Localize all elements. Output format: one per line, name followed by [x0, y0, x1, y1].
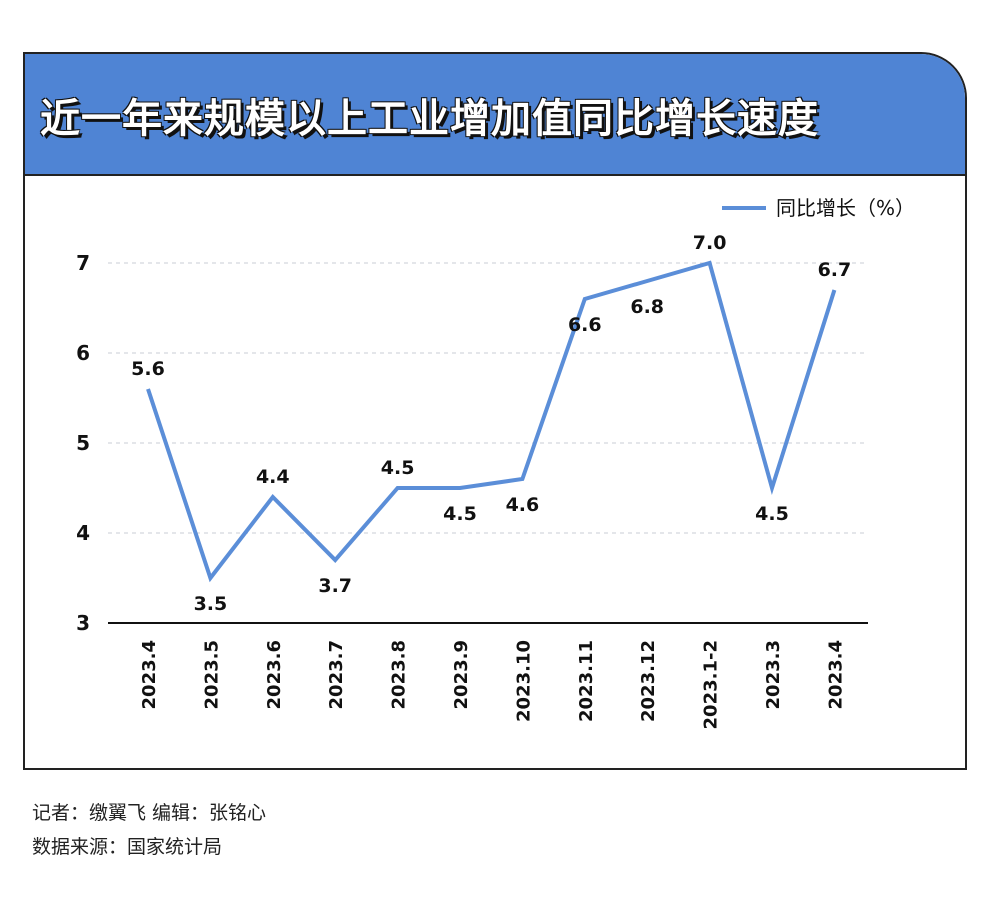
y-tick-label: 6	[76, 341, 90, 365]
data-label: 4.5	[381, 457, 415, 479]
x-tick-label: 2023.8	[389, 640, 410, 709]
y-tick-label: 5	[76, 431, 90, 455]
data-label: 4.4	[256, 466, 290, 488]
data-label: 4.5	[755, 503, 789, 525]
data-label: 5.6	[131, 358, 165, 380]
series-line	[146, 260, 837, 583]
data-label: 6.6	[568, 314, 602, 336]
y-tick-label: 7	[76, 251, 90, 275]
x-tick-label: 2023.4	[139, 640, 160, 709]
chart-frame: 近一年来规模以上工业增加值同比增长速度	[23, 52, 967, 770]
data-label: 4.5	[443, 503, 477, 525]
x-tick-label: 2023.10	[513, 640, 534, 722]
x-tick-label: 2023.11	[576, 640, 597, 722]
legend: 同比增长（%）	[722, 196, 915, 220]
chart-title: 近一年来规模以上工业增加值同比增长速度	[40, 96, 819, 142]
x-tick-label: 2023.4	[825, 640, 846, 709]
x-tick-label: 2023.3	[763, 640, 784, 709]
x-tick-label: 2023.9	[451, 640, 472, 709]
data-label: 3.5	[194, 593, 228, 615]
x-tick-label: 2023.1-2	[701, 640, 722, 729]
x-tick-label: 2023.5	[201, 640, 222, 709]
data-labels: 5.6 3.5 4.4 3.7 4.5 4.5 4.6 6.6 6.8 7.0 4.5 6.7	[131, 232, 851, 615]
data-label: 6.8	[630, 296, 664, 318]
x-tick-label: 2023.6	[264, 640, 285, 709]
footer-source: 数据来源：国家统计局	[32, 836, 223, 858]
x-tick-label: 2023.7	[326, 640, 347, 709]
y-axis-ticks: 3 4 5 6 7	[76, 251, 90, 635]
y-tick-label: 3	[76, 611, 90, 635]
legend-label: 同比增长（%）	[776, 196, 915, 220]
x-tick-label: 2023.12	[638, 640, 659, 722]
footer-credits: 记者：缴翼飞 编辑：张铭心	[32, 802, 267, 824]
x-axis-ticks: 2023.4 2023.5 2023.6 2023.7 2023.8 2023.9 2023…	[139, 640, 846, 729]
data-label: 4.6	[506, 494, 540, 516]
data-label: 6.7	[818, 259, 852, 281]
y-tick-label: 4	[76, 521, 90, 545]
title-bar: 近一年来规模以上工业增加值同比增长速度	[25, 54, 965, 176]
data-label: 7.0	[693, 232, 727, 254]
data-label: 3.7	[318, 575, 352, 597]
grid-lines	[108, 262, 868, 534]
